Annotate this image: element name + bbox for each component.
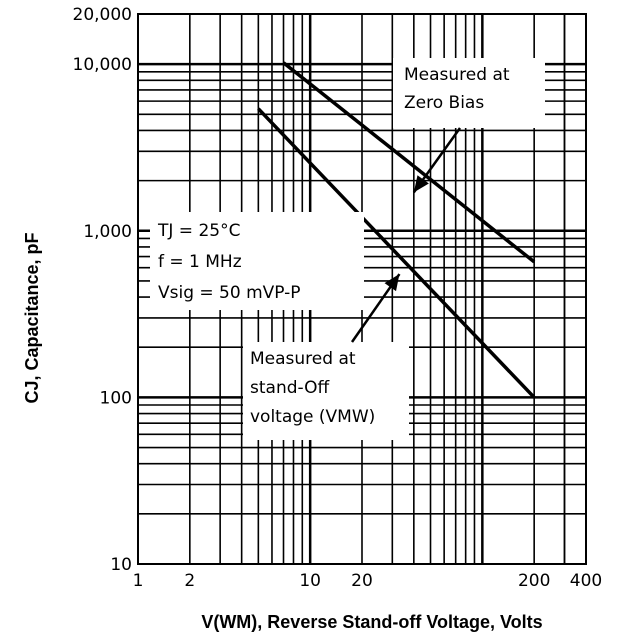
annotation-text: Vsig = 50 mVP-P	[158, 283, 301, 303]
annotation-text: voltage (VMW)	[250, 407, 375, 427]
x-tick-label: 20	[351, 571, 373, 591]
y-tick-label: 10,000	[73, 55, 132, 75]
annotation-text: Measured at	[404, 65, 510, 85]
annotation-arrow-head	[413, 175, 429, 193]
annotation-text: stand-Off	[250, 378, 330, 398]
annotation-1: Measured at Zero Bias	[393, 58, 545, 194]
x-tick-label: 2	[184, 571, 195, 591]
y-tick-label: 10	[110, 555, 132, 575]
series-line-1	[282, 61, 536, 264]
x-tick-label: 200	[518, 571, 550, 591]
annotation-2: Measured at stand-Off voltage (VMW)	[243, 273, 409, 440]
y-axis-title: CJ, Capacitance, pF	[22, 232, 42, 403]
annotation-background	[243, 342, 409, 440]
y-tick-label: 100	[100, 388, 132, 408]
annotation-text: Measured at	[250, 349, 356, 369]
x-tick-label: 10	[299, 571, 321, 591]
x-axis-title: V(WM), Reverse Stand-off Voltage, Volts	[201, 612, 542, 632]
annotation-arrow-head	[384, 274, 400, 292]
annotation-background	[150, 212, 364, 310]
y-tick-label: 1,000	[83, 222, 132, 242]
series-line-2	[257, 107, 536, 399]
annotation-3: TJ = 25°C f = 1 MHz Vsig = 50 mVP-P	[150, 212, 364, 310]
annotation-background	[393, 58, 545, 128]
x-tick-label: 400	[570, 571, 602, 591]
x-tick-label: 1	[133, 571, 144, 591]
series-lines	[257, 61, 536, 399]
annotation-text: Zero Bias	[404, 93, 484, 113]
annotation-text: TJ = 25°C	[157, 221, 240, 241]
plot-area-frame	[137, 13, 587, 565]
annotation-text: f = 1 MHz	[158, 252, 242, 272]
tick-labels: 1 2 10 20 200 400 10 100 1,000 10,000 20,000	[73, 5, 603, 591]
y-tick-label: 20,000	[73, 5, 132, 25]
annotations: Measured at Zero Bias Measured at stand-Off…	[150, 58, 545, 440]
